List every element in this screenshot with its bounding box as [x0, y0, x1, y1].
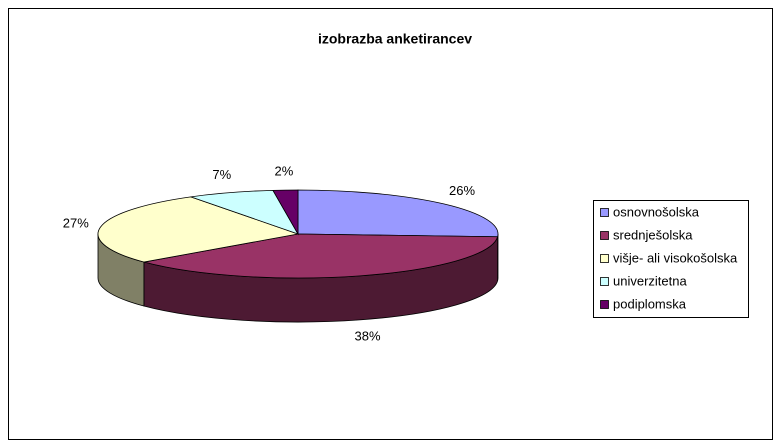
legend-label: srednješolska	[613, 227, 693, 242]
legend-swatch	[600, 277, 609, 286]
pie-slice	[143, 233, 499, 279]
data-label: 7%	[212, 167, 231, 182]
pie-slice	[97, 196, 300, 263]
legend-label: osnovnošolska	[613, 204, 700, 219]
legend-box	[593, 200, 749, 318]
legend-label: univerzitetna	[613, 273, 687, 288]
legend-swatch	[600, 208, 609, 217]
data-label: 38%	[355, 328, 381, 343]
legend-swatch	[600, 231, 609, 240]
data-label: 26%	[449, 183, 475, 198]
pie-slice	[297, 189, 499, 238]
chart-title: izobrazba anketirancev	[318, 31, 472, 47]
legend-swatch	[600, 300, 609, 309]
legend-swatch	[600, 254, 609, 263]
data-label: 2%	[274, 164, 293, 179]
pie-slice	[272, 189, 299, 236]
legend-label: podiplomska	[613, 296, 687, 311]
legend-label: višje- ali visokošolska	[613, 250, 738, 265]
data-label: 27%	[63, 216, 89, 231]
